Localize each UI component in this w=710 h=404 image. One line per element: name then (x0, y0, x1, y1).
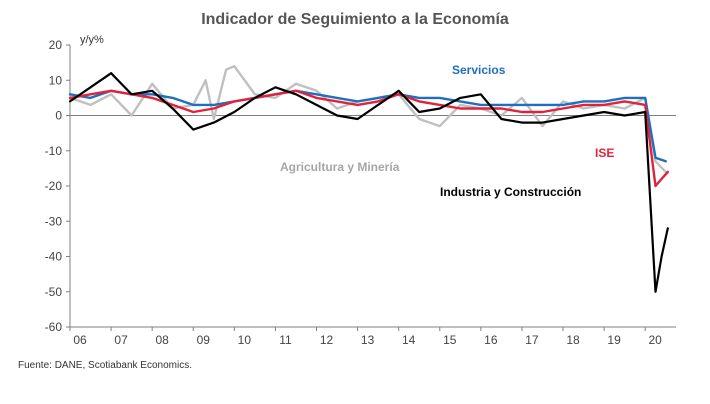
source-note: Fuente: DANE, Scotiabank Economics. (18, 360, 192, 371)
x-tick-label: 09 (197, 333, 211, 347)
series-line-servicios (68, 89, 667, 163)
annotation-ise: ISE (595, 146, 614, 160)
y-tick-label: 10 (49, 73, 63, 87)
x-tick-label: 17 (525, 333, 539, 347)
axes: 20 10 0 -10 -20 -30 -40 -50 -60 06 07 08 09 10 11 12 13 1… (45, 38, 676, 347)
y-tick-label: 20 (49, 38, 63, 52)
y-tick-label: -10 (45, 144, 63, 158)
x-tick-label: 15 (443, 333, 457, 347)
x-tick-label: 12 (320, 333, 334, 347)
y-tick-label: -30 (45, 214, 63, 228)
y-tick-label: -50 (45, 285, 63, 299)
x-tick-label: 06 (73, 333, 87, 347)
series-line-agricultura-y-mineria (68, 64, 667, 174)
x-tick-label: 11 (279, 333, 292, 347)
x-tick-label: 20 (649, 333, 663, 347)
x-tick-label: 07 (114, 333, 128, 347)
x-tick-label: 08 (155, 333, 169, 347)
annotation-servicios: Servicios (452, 63, 506, 77)
y-tick-label: -60 (45, 320, 63, 334)
x-tick-label: 14 (402, 333, 416, 347)
annotation-industria-y-construccion: Industria y Construcción (440, 185, 581, 199)
series-layer (68, 64, 669, 293)
x-tick-label: 13 (361, 333, 375, 347)
chart-title: Indicador de Seguimiento a la Economía (201, 11, 509, 28)
y-tick-label: -40 (45, 250, 63, 264)
x-tick-label: 18 (566, 333, 580, 347)
x-tick-label: 16 (484, 333, 498, 347)
annotation-agricultura-y-mineria: Agricultura y Minería (280, 160, 400, 174)
x-tick-label: 19 (607, 333, 621, 347)
y-axis-label: y/y% (80, 34, 104, 46)
y-tick-label: -20 (45, 179, 63, 193)
x-tick-label: 10 (238, 333, 252, 347)
series-line-industria-y-construccion (68, 72, 669, 293)
y-tick-label: 0 (55, 109, 62, 123)
